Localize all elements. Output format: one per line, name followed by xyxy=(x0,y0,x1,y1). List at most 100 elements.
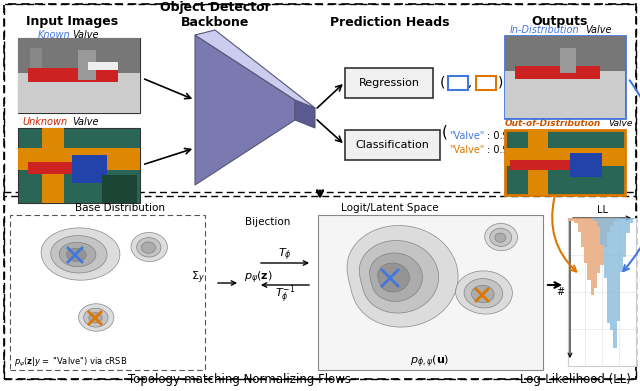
Polygon shape xyxy=(41,228,120,280)
Bar xyxy=(581,218,584,247)
Bar xyxy=(620,218,623,272)
Polygon shape xyxy=(79,304,114,331)
Text: Prediction Heads: Prediction Heads xyxy=(330,16,450,29)
Polygon shape xyxy=(131,233,168,262)
Bar xyxy=(588,218,591,280)
Bar xyxy=(594,218,597,289)
Bar xyxy=(584,218,588,262)
Text: Valve: Valve xyxy=(585,25,611,35)
Bar xyxy=(78,50,96,80)
Polygon shape xyxy=(484,223,518,251)
Bar xyxy=(505,36,625,118)
Text: LL: LL xyxy=(596,205,607,215)
Text: Valve: Valve xyxy=(72,117,99,127)
Bar xyxy=(18,38,140,73)
Polygon shape xyxy=(51,236,107,273)
Text: Object Detector
Backbone: Object Detector Backbone xyxy=(159,0,270,29)
Polygon shape xyxy=(490,228,511,246)
Bar xyxy=(505,130,625,195)
Bar xyxy=(597,218,600,273)
Polygon shape xyxy=(347,226,458,327)
Polygon shape xyxy=(472,285,494,303)
Bar xyxy=(4,196,636,379)
Text: ): ) xyxy=(498,76,504,90)
Polygon shape xyxy=(456,271,513,314)
Polygon shape xyxy=(195,35,295,185)
Text: Regression: Regression xyxy=(358,78,419,88)
Bar xyxy=(42,128,64,203)
FancyArrowPatch shape xyxy=(552,198,576,271)
Text: (: ( xyxy=(442,124,448,140)
Polygon shape xyxy=(67,248,86,261)
Bar xyxy=(568,218,572,221)
Text: $p_{\phi,\psi}(\mathbf{u})$: $p_{\phi,\psi}(\mathbf{u})$ xyxy=(410,354,450,370)
Bar xyxy=(594,218,597,221)
Polygon shape xyxy=(137,238,161,257)
Text: $\Sigma_y$: $\Sigma_y$ xyxy=(191,270,205,286)
Bar xyxy=(28,68,118,82)
Bar xyxy=(572,218,575,221)
Polygon shape xyxy=(369,253,422,301)
Bar xyxy=(616,218,620,219)
Bar xyxy=(88,62,118,70)
Text: Unknown: Unknown xyxy=(22,117,67,127)
Bar xyxy=(528,130,548,195)
Bar xyxy=(448,76,468,90)
Text: Valve: Valve xyxy=(72,30,99,40)
Bar xyxy=(10,215,205,370)
Bar xyxy=(505,71,625,118)
Bar xyxy=(345,130,440,160)
Text: Known: Known xyxy=(38,30,70,40)
Bar xyxy=(613,218,616,348)
Bar xyxy=(633,218,636,219)
Bar xyxy=(616,218,620,321)
Bar xyxy=(607,218,610,232)
Polygon shape xyxy=(195,30,315,108)
Text: Logit/Latent Space: Logit/Latent Space xyxy=(341,203,439,213)
Bar xyxy=(345,68,433,98)
Bar xyxy=(4,4,636,192)
Text: Log-Likelihood (LL): Log-Likelihood (LL) xyxy=(520,373,630,386)
Text: Outputs: Outputs xyxy=(532,16,588,29)
Bar xyxy=(591,218,594,295)
Text: ,: , xyxy=(468,77,472,90)
Text: Topology-matching Normalizing Flows: Topology-matching Normalizing Flows xyxy=(129,373,351,386)
Bar xyxy=(505,36,625,71)
Bar xyxy=(568,218,636,366)
Text: In-Distribution: In-Distribution xyxy=(510,25,580,35)
Polygon shape xyxy=(378,263,410,292)
Bar xyxy=(627,218,630,233)
Bar xyxy=(604,218,607,278)
Polygon shape xyxy=(89,313,102,323)
Text: Base Distribution: Base Distribution xyxy=(75,203,165,213)
Text: Out-of-Distribution: Out-of-Distribution xyxy=(505,120,601,129)
Bar xyxy=(597,218,600,227)
Bar xyxy=(578,218,581,232)
Bar xyxy=(18,73,140,113)
Polygon shape xyxy=(60,242,96,267)
Polygon shape xyxy=(141,242,156,253)
Bar xyxy=(613,218,616,221)
Text: (: ( xyxy=(440,76,445,90)
Bar xyxy=(591,218,594,219)
Bar xyxy=(72,155,107,183)
Text: "Valve": "Valve" xyxy=(449,131,484,141)
Bar xyxy=(600,218,604,245)
Bar xyxy=(610,218,613,330)
Text: Bijection: Bijection xyxy=(245,217,291,227)
Bar xyxy=(570,153,602,177)
Text: $T_\phi^{-1}$: $T_\phi^{-1}$ xyxy=(275,284,295,306)
Text: $p_\psi(\mathbf{z})$: $p_\psi(\mathbf{z})$ xyxy=(244,270,273,286)
Polygon shape xyxy=(359,240,438,313)
Bar xyxy=(623,218,627,257)
Bar xyxy=(505,148,625,166)
Bar xyxy=(510,160,572,170)
Polygon shape xyxy=(495,233,506,242)
Text: : 0.91 ): : 0.91 ) xyxy=(487,145,522,155)
Text: $p_\psi(\mathbf{z}|y = $ "Valve") via cRSB: $p_\psi(\mathbf{z}|y = $ "Valve") via cR… xyxy=(14,355,127,369)
Bar xyxy=(18,128,140,203)
Text: : 0.94: : 0.94 xyxy=(487,131,515,141)
Bar xyxy=(604,218,607,247)
Bar xyxy=(600,218,604,265)
FancyArrowPatch shape xyxy=(623,80,640,271)
